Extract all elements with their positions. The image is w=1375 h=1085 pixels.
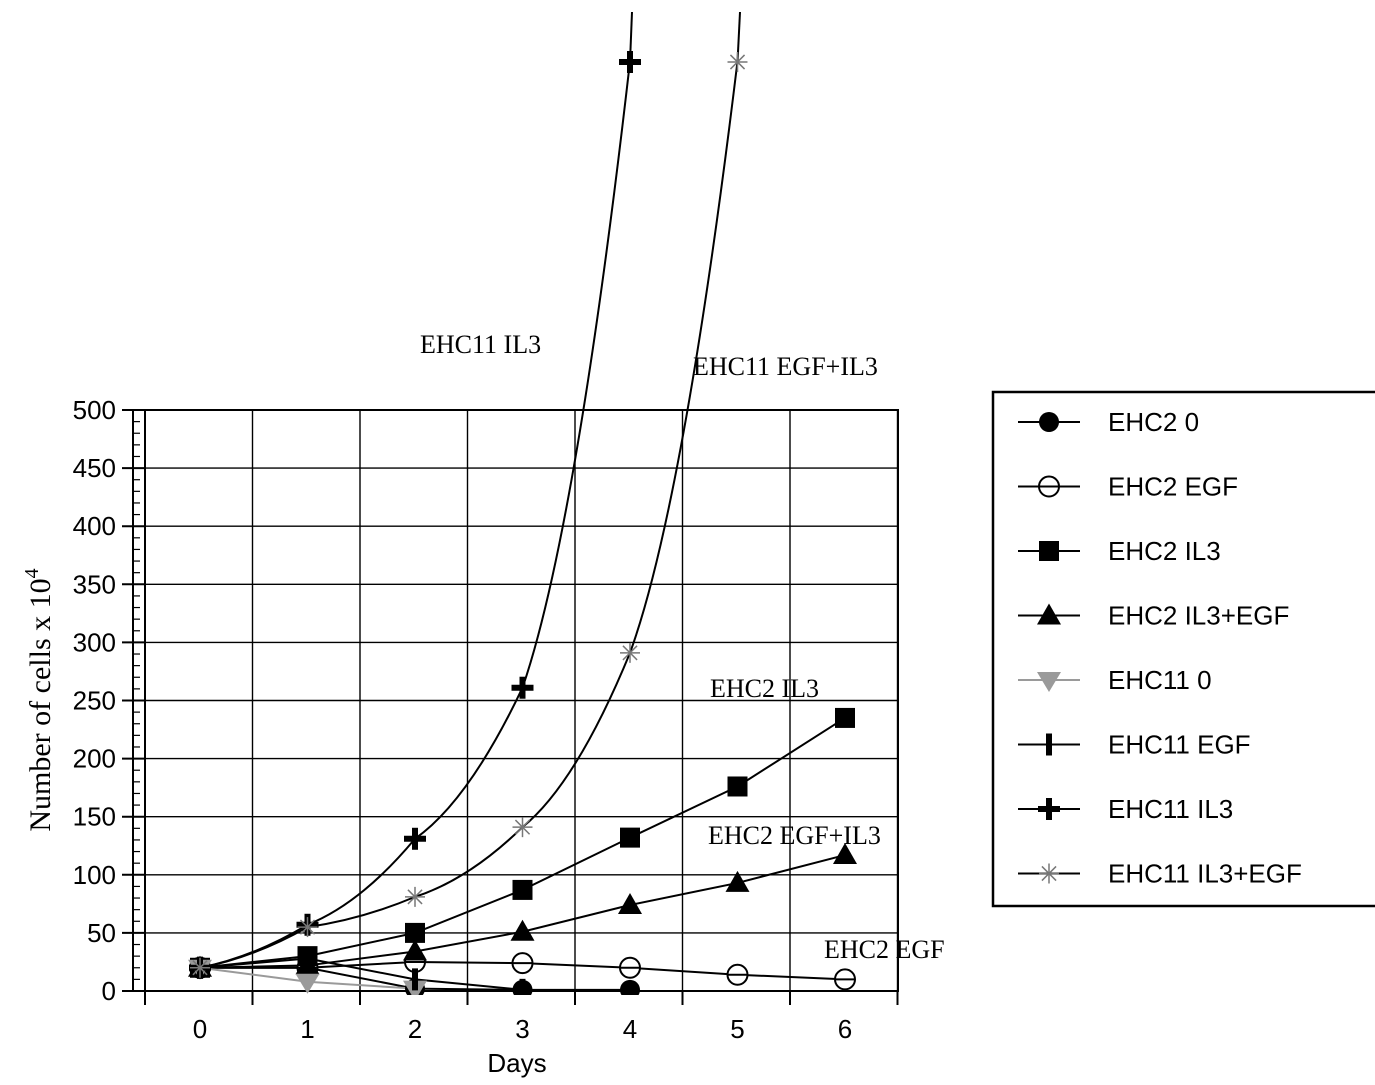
data-point-ehc11-il3 xyxy=(511,676,534,699)
y-tick-label: 400 xyxy=(73,511,116,541)
x-tick-label: 1 xyxy=(300,1014,314,1044)
data-point-ehc11-il3-egf xyxy=(512,817,533,838)
x-tick-label: 2 xyxy=(408,1014,422,1044)
axes: 0 50 100 150 200 250 300 350 400 450 500 0 1 2 3 4 5 6 xyxy=(73,395,899,1044)
data-point-ehc2-il3-egf xyxy=(618,893,642,915)
legend-item-ehc2-il3-egf: EHC2 IL3+EGF xyxy=(1018,601,1289,631)
legend-label: EHC11 IL3+EGF xyxy=(1108,859,1302,889)
legend-item-ehc2-il3: EHC2 IL3 xyxy=(1018,536,1221,566)
data-point-ehc11-egf xyxy=(412,968,418,991)
annotation-ehc11-il3: EHC11 IL3 xyxy=(420,330,541,359)
y-tick-label: 0 xyxy=(102,976,116,1006)
data-point-ehc11-0 xyxy=(295,973,320,994)
data-point-ehc2-il3-egf xyxy=(403,939,427,961)
y-axis-label: Number of cells x 104 xyxy=(21,568,57,831)
data-point-ehc2-il3 xyxy=(512,879,533,900)
y-tick-label: 250 xyxy=(73,686,116,716)
annotation-ehc2-egf-il3: EHC2 EGF+IL3 xyxy=(708,821,881,850)
legend-item-ehc11-egf: EHC11 EGF xyxy=(1018,730,1251,760)
legend-marker xyxy=(1039,863,1059,884)
legend-item-ehc2-egf: EHC2 EGF xyxy=(1018,472,1238,502)
annotation-ehc2-il3: EHC2 IL3 xyxy=(710,674,819,703)
legend-marker xyxy=(1038,798,1060,820)
y-tick-label: 150 xyxy=(73,802,116,832)
data-point-ehc2-0 xyxy=(620,979,640,995)
y-tick-label: 100 xyxy=(73,860,116,890)
x-axis-label: Days xyxy=(487,1048,546,1078)
data-point-ehc2-egf xyxy=(834,968,856,991)
x-tick-label: 0 xyxy=(193,1014,207,1044)
legend-label: EHC11 IL3 xyxy=(1108,794,1233,824)
y-tick-label: 500 xyxy=(73,395,116,425)
legend-label: EHC11 EGF xyxy=(1108,730,1251,760)
data-point-ehc11-il3-egf xyxy=(297,917,318,938)
data-point-ehc2-il3 xyxy=(727,776,748,797)
legend-label: EHC2 IL3+EGF xyxy=(1108,601,1289,631)
legend-item-ehc11-il3-egf: EHC11 IL3+EGF xyxy=(1018,859,1302,889)
y-tick-label: 200 xyxy=(73,744,116,774)
legend: EHC2 0 EHC2 EGF EHC2 IL3 EHC2 IL3+EGF EHC11 … xyxy=(991,390,1375,908)
legend-item-ehc2-0: EHC2 0 xyxy=(1018,407,1199,437)
data-point-ehc11-egf xyxy=(519,978,526,995)
data-point-ehc11-il3 xyxy=(404,827,426,850)
data-point-ehc2-il3 xyxy=(405,922,425,943)
legend-marker xyxy=(1038,475,1060,498)
series-markers xyxy=(188,51,857,995)
y-axis-label-text: Number of cells x 10 xyxy=(24,578,57,831)
data-point-ehc2-il3 xyxy=(835,707,855,728)
y-tick-label: 300 xyxy=(73,627,116,657)
data-point-ehc2-egf xyxy=(619,956,641,979)
x-tick-label: 3 xyxy=(515,1014,529,1044)
data-point-ehc11-egf xyxy=(304,947,311,970)
data-point-ehc11-il3 xyxy=(619,51,641,73)
legend-marker xyxy=(1046,733,1052,756)
legend-label: EHC11 0 xyxy=(1108,665,1212,695)
data-point-ehc2-il3-egf xyxy=(833,843,857,865)
legend-marker xyxy=(1037,672,1061,692)
annotation-ehc2-egf: EHC2 EGF xyxy=(824,935,945,964)
data-point-ehc2-egf xyxy=(726,963,749,986)
y-tick-label: 350 xyxy=(73,569,116,599)
legend-marker xyxy=(1039,541,1059,561)
legend-marker xyxy=(1037,603,1061,625)
legend-label: EHC2 EGF xyxy=(1108,472,1238,502)
data-point-ehc2-il3-egf xyxy=(510,919,535,941)
annotations: EHC11 IL3 EHC11 EGF+IL3 EHC2 IL3 EHC2 EGF+I… xyxy=(420,330,945,964)
y-tick-label: 50 xyxy=(87,918,116,948)
y-axis-label-superscript: 4 xyxy=(21,568,43,578)
data-point-ehc11-il3-egf xyxy=(190,957,210,978)
data-point-ehc11-il3-egf xyxy=(405,886,425,907)
legend-item-ehc11-il3: EHC11 IL3 xyxy=(1018,794,1233,824)
x-tick-label: 6 xyxy=(838,1014,852,1044)
data-point-ehc11-il3-egf xyxy=(727,52,748,72)
legend-marker xyxy=(1039,412,1059,432)
data-point-ehc2-egf xyxy=(511,952,534,975)
x-tick-label: 4 xyxy=(623,1014,637,1044)
data-point-ehc2-il3 xyxy=(620,827,640,848)
legend-box xyxy=(991,390,1375,908)
legend-label: EHC2 IL3 xyxy=(1108,536,1221,566)
series-line-ehc11-egf xyxy=(199,957,523,991)
series-line-ehc2-il3-egf xyxy=(199,854,846,969)
series-line-ehc11-il3-egf xyxy=(199,61,739,969)
data-point-ehc11-il3-egf xyxy=(620,642,640,663)
data-point-ehc2-il3-egf xyxy=(725,870,750,892)
y-tick-label: 450 xyxy=(73,453,116,483)
x-tick-label: 5 xyxy=(730,1014,744,1044)
legend-label: EHC2 0 xyxy=(1108,407,1199,437)
annotation-ehc11-egf-il3: EHC11 EGF+IL3 xyxy=(693,352,878,381)
legend-item-ehc11-0: EHC11 0 xyxy=(1018,665,1212,695)
